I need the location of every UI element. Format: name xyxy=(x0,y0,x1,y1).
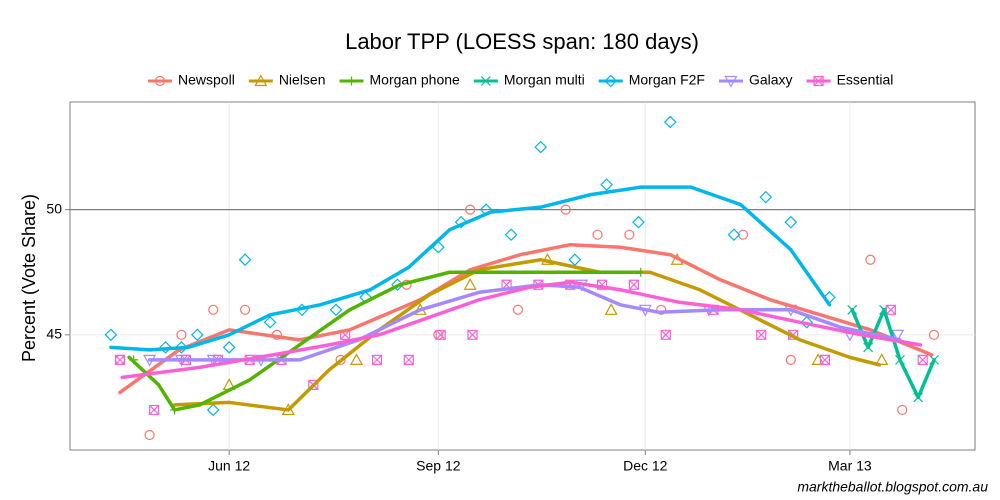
smooth-line xyxy=(120,280,923,380)
poll-point xyxy=(435,329,446,340)
legend-marker xyxy=(347,76,357,86)
poll-point xyxy=(329,303,343,317)
poll-point xyxy=(208,304,219,315)
poll-point xyxy=(190,328,204,342)
poll-point xyxy=(465,204,476,215)
poll-point xyxy=(144,429,155,441)
poll-point xyxy=(819,354,831,365)
legend-marker xyxy=(480,76,491,86)
poll-point xyxy=(463,278,477,290)
x-tick-label: Mar 13 xyxy=(828,458,872,474)
poll-point xyxy=(114,354,126,365)
poll-point xyxy=(176,329,187,340)
poll-point xyxy=(206,403,220,417)
legend-item: Morgan F2F xyxy=(598,72,705,88)
poll-point xyxy=(175,341,188,354)
legend-marker xyxy=(254,74,268,87)
legend-label: Morgan phone xyxy=(370,72,461,88)
poll-point xyxy=(149,404,160,416)
x-tick-label: Sep 12 xyxy=(416,458,461,474)
legend-label: Morgan F2F xyxy=(629,72,705,88)
poll-point xyxy=(592,229,603,240)
poll-point xyxy=(104,328,118,342)
poll-point xyxy=(512,304,524,315)
poll-point xyxy=(467,329,478,340)
y-tick-label: 45 xyxy=(46,326,62,342)
poll-point xyxy=(737,229,749,240)
poll-point xyxy=(628,279,640,290)
poll-point xyxy=(865,254,876,265)
poll-point xyxy=(897,404,908,416)
poll-point xyxy=(891,329,905,342)
poll-point xyxy=(928,329,940,340)
smooth-line xyxy=(127,270,643,412)
poll-point xyxy=(600,178,613,191)
legend-item: Essential xyxy=(806,72,894,88)
smooth-line xyxy=(850,308,936,400)
poll-point xyxy=(159,341,172,354)
legend-marker xyxy=(813,75,824,87)
plot-panel xyxy=(69,101,976,451)
poll-point xyxy=(800,315,814,329)
x-tick-label: Jun 12 xyxy=(208,458,250,474)
poll-point xyxy=(222,341,236,354)
legend-marker xyxy=(724,75,738,88)
caption: marktheballot.blogspot.com.au xyxy=(797,479,988,495)
poll-point xyxy=(534,140,548,154)
x-tick-label: Dec 12 xyxy=(623,458,668,474)
poll-point xyxy=(349,353,364,365)
poll-point xyxy=(663,115,677,129)
poll-point xyxy=(454,215,468,229)
smooth-line xyxy=(109,185,832,352)
poll-point xyxy=(759,190,773,204)
poll-point xyxy=(727,228,741,242)
legend-item: Galaxy xyxy=(718,72,793,88)
legend-label: Nielsen xyxy=(279,72,326,88)
y-axis-label: Percent (Vote Share) xyxy=(19,194,39,362)
poll-point xyxy=(632,215,645,229)
smooth-line xyxy=(172,257,882,412)
poll-point xyxy=(335,354,346,365)
poll-point xyxy=(885,304,896,315)
poll-point xyxy=(239,304,251,315)
legend-item: Nielsen xyxy=(248,72,326,88)
legend-item: Morgan multi xyxy=(473,72,585,88)
poll-point xyxy=(656,304,667,315)
smooth-line xyxy=(147,283,902,362)
poll-point xyxy=(238,253,252,267)
legend-marker xyxy=(154,75,166,87)
legend-item: Newspoll xyxy=(148,72,235,88)
smooth-line xyxy=(118,242,934,395)
poll-point xyxy=(660,329,671,340)
y-tick-label: 50 xyxy=(46,200,62,216)
legend-label: Morgan multi xyxy=(504,72,585,88)
legend-label: Newspoll xyxy=(178,72,235,88)
poll-point xyxy=(917,354,928,365)
poll-point xyxy=(756,329,767,340)
poll-point xyxy=(263,315,277,329)
legend-label: Essential xyxy=(837,72,894,88)
poll-point xyxy=(504,228,518,242)
poll-point xyxy=(560,204,571,215)
poll-point xyxy=(785,354,796,365)
legend: Newspoll Nielsen Morgan phone Morgan multi M… xyxy=(148,72,893,88)
poll-point xyxy=(875,353,889,365)
legend-item: Morgan phone xyxy=(339,72,461,88)
poll-point xyxy=(403,354,414,365)
poll-point xyxy=(604,303,618,315)
poll-point xyxy=(784,215,798,229)
legend-label: Galaxy xyxy=(749,72,793,88)
chart-title: Labor TPP (LOESS span: 180 days) xyxy=(345,29,699,54)
legend-marker xyxy=(604,74,618,88)
poll-point xyxy=(624,229,635,240)
poll-point xyxy=(371,354,383,365)
